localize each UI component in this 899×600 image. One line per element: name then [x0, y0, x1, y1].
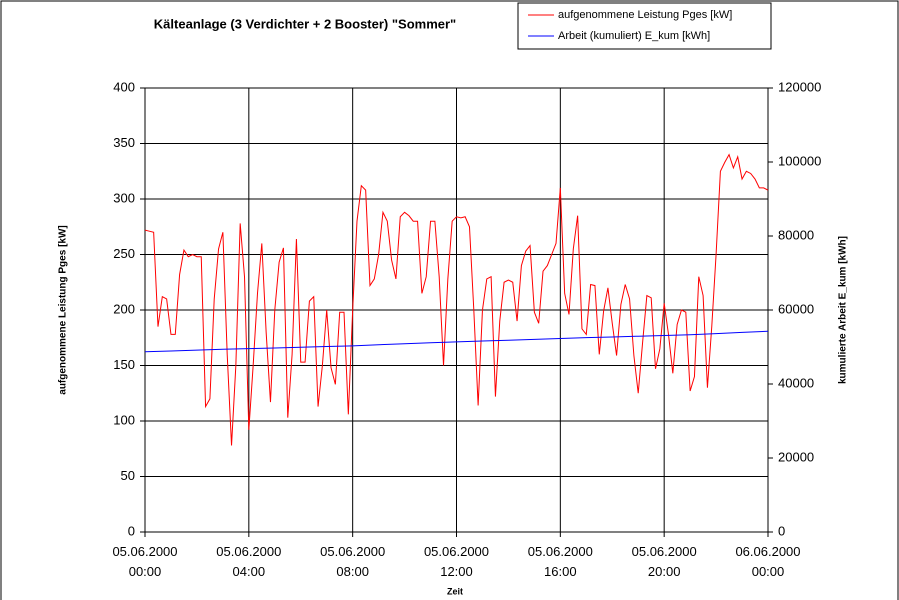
x-tick-label: 05.06.2000 04:00 — [216, 544, 281, 579]
y-tick-label: 0 — [128, 523, 135, 538]
y-tick-label: 350 — [113, 135, 135, 150]
y2-tick-label: 100000 — [778, 153, 821, 168]
y-tick-label: 200 — [113, 301, 135, 316]
y2-tick-label: 80000 — [778, 227, 814, 242]
y-tick-label: 300 — [113, 190, 135, 205]
y-tick-label: 400 — [113, 79, 135, 94]
x-axis-label: Zeit — [447, 586, 463, 596]
y2-tick-label: 60000 — [778, 301, 814, 316]
legend-label: aufgenommene Leistung Pges [kW] — [558, 9, 732, 21]
x-tick-label: 05.06.2000 08:00 — [320, 544, 385, 579]
x-tick-label: 05.06.2000 00:00 — [112, 544, 177, 579]
y-tick-label: 50 — [121, 468, 135, 483]
x-tick-label: 06.06.2000 00:00 — [735, 544, 800, 579]
chart-title: Kälteanlage (3 Verdichter + 2 Booster) "… — [154, 16, 456, 31]
y2-tick-label: 120000 — [778, 79, 821, 94]
x-tick-label: 05.06.2000 20:00 — [632, 544, 697, 579]
x-tick-label: 05.06.2000 12:00 — [424, 544, 489, 579]
legend-label: Arbeit (kumuliert) E_kum [kWh] — [558, 30, 710, 42]
y-tick-label: 100 — [113, 412, 135, 427]
y2-tick-label: 20000 — [778, 449, 814, 464]
data-line — [144, 330, 769, 353]
legend-box — [517, 2, 772, 50]
y-tick-label: 250 — [113, 246, 135, 261]
y2-tick-label: 0 — [778, 523, 785, 538]
y2-axis-label: kumulierte Arbeit E_kum [kWh] — [838, 236, 849, 384]
x-tick-label: 05.06.2000 16:00 — [528, 544, 593, 579]
y-axis-label: aufgenommene Leistung Pges [kW] — [58, 225, 69, 394]
data-line — [144, 153, 769, 446]
plot-frame — [144, 87, 769, 533]
y2-tick-label: 40000 — [778, 375, 814, 390]
y-tick-label: 150 — [113, 357, 135, 372]
